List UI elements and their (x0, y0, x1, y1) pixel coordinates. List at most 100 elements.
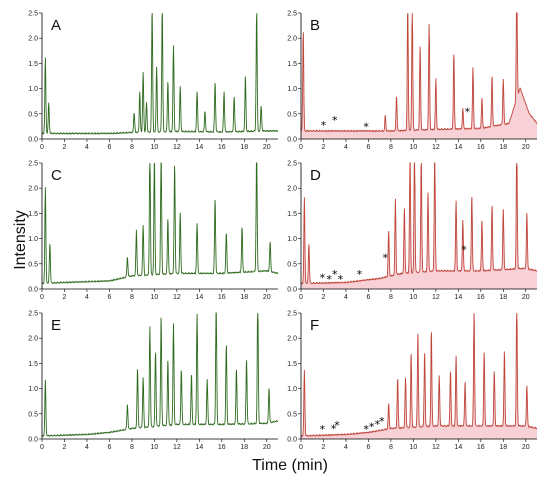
x-tick-label: 16 (218, 144, 226, 151)
y-tick-label: 2.0 (287, 186, 297, 193)
x-tick-label: 2 (322, 444, 326, 451)
peak-marker-star: * (331, 422, 337, 435)
y-tick-label: 1.5 (28, 211, 38, 218)
signal-line-b (300, 12, 538, 133)
x-tick-label: 12 (432, 144, 440, 151)
signal-line-c (41, 162, 279, 285)
x-tick-label: 8 (389, 294, 393, 301)
x-tick-label: 4 (85, 444, 89, 451)
x-tick-label: 18 (240, 444, 248, 451)
x-tick-label: 14 (454, 444, 462, 451)
y-tick-label: 2.5 (28, 11, 38, 18)
x-tick-label: 14 (454, 144, 462, 151)
x-tick-label: 14 (454, 294, 462, 301)
y-tick-label: 1.5 (287, 361, 297, 368)
x-tick-label: 0 (40, 444, 44, 451)
signal-line-a (41, 12, 278, 135)
x-tick-label: 2 (63, 294, 67, 301)
y-tick-label: 1.5 (28, 361, 38, 368)
x-tick-label: 10 (409, 144, 417, 151)
y-tick-label: 1.0 (287, 386, 297, 393)
x-tick-label: 6 (366, 444, 370, 451)
y-tick-label: 1.0 (28, 86, 38, 93)
signal-fill-d (301, 163, 537, 289)
x-tick-label: 4 (344, 144, 348, 151)
y-tick-label: 2.0 (287, 36, 297, 43)
x-axis-title: Time (min) (252, 457, 328, 474)
x-tick-label: 4 (85, 144, 89, 151)
x-tick-label: 16 (218, 444, 226, 451)
x-tick-label: 6 (366, 144, 370, 151)
panel-label: C (51, 167, 62, 184)
panel-b: 0.0 0.5 1.0 1.5 2.0 2.5 0 2 4 6 8 10 12 14 16 18 20 B * * * * (287, 11, 538, 151)
x-tick-label: 4 (344, 294, 348, 301)
y-tick-label: 2.0 (28, 36, 38, 43)
y-tick-label: 1.0 (28, 386, 38, 393)
chart-panels: 0.00.51.01.52.02.50 2 4 6 8 10 12 14 16 18 20A0.00… (28, 11, 538, 451)
signal-line-f (300, 312, 538, 437)
x-tick-label: 20 (522, 294, 530, 301)
y-tick-label: 0.0 (28, 137, 38, 144)
panel-c: 0.0 0.5 1.0 1.5 2.0 2.5 0 2 4 6 8 10 12 14 16 18 20 C (28, 161, 279, 301)
x-tick-label: 2 (63, 444, 67, 451)
peak-marker-star: * (357, 268, 363, 281)
peak-marker-star: * (375, 418, 381, 431)
x-tick-label: 8 (130, 144, 134, 151)
x-tick-label: 16 (477, 144, 485, 151)
y-tick-label: 0.5 (287, 261, 297, 268)
peak-marker-star: * (465, 105, 471, 118)
x-tick-label: 10 (409, 294, 417, 301)
x-tick-label: 20 (522, 444, 530, 451)
peak-marker-star: * (320, 271, 326, 284)
peak-marker-star: * (379, 415, 385, 428)
signal-fill-f (301, 313, 537, 439)
peak-marker-star: * (332, 268, 338, 281)
peak-marker-star: * (363, 423, 369, 436)
y-tick-label: 0.5 (28, 261, 38, 268)
peak-marker-star: * (338, 273, 344, 286)
y-tick-label: 1.0 (287, 86, 297, 93)
y-tick-label: 2.5 (287, 311, 297, 318)
panel-label: B (310, 17, 320, 34)
x-tick-label: 8 (130, 444, 134, 451)
y-tick-label: 2.0 (28, 186, 38, 193)
x-tick-label: 10 (150, 294, 158, 301)
y-tick-label: 2.5 (28, 311, 38, 318)
panel-label: A (51, 17, 61, 34)
panel-label: D (310, 167, 321, 184)
peak-marker-star: * (461, 244, 467, 257)
x-tick-label: 10 (409, 444, 417, 451)
y-tick-label: 0.5 (287, 411, 297, 418)
y-axis-title: Intensity (12, 210, 29, 270)
x-tick-label: 8 (389, 444, 393, 451)
y-tick-label: 2.5 (28, 161, 38, 168)
x-tick-label: 2 (322, 144, 326, 151)
x-tick-label: 8 (130, 294, 134, 301)
y-tick-label: 2.5 (287, 11, 297, 18)
panel-f: 0.00.51.01.52.02.50 2 4 6 8 10 12 14 16 18 20F* ** *… (287, 311, 538, 451)
y-tick-label: 0.0 (287, 287, 297, 294)
y-tick-label: 2.5 (287, 161, 297, 168)
x-tick-label: 20 (263, 144, 271, 151)
peak-marker-star: * (383, 251, 389, 264)
x-tick-label: 6 (107, 444, 111, 451)
x-tick-label: 12 (173, 294, 181, 301)
x-tick-label: 20 (263, 294, 271, 301)
panel-e: 0.0 0.5 1.0 1.5 2.0 2.5 0 2 4 6 8 10 12 14 16 18 20 E (28, 311, 279, 451)
x-tick-label: 10 (150, 144, 158, 151)
x-tick-label: 2 (63, 144, 67, 151)
x-tick-label: 12 (432, 444, 440, 451)
x-tick-label: 0 (299, 144, 303, 151)
signal-line-d (300, 162, 538, 285)
peak-marker-star: * (332, 114, 338, 127)
x-tick-label: 14 (195, 144, 203, 151)
peak-marker-star: * (334, 419, 340, 432)
y-tick-label: 0.0 (28, 287, 38, 294)
panel-label: F (310, 317, 319, 334)
panel-d: 0.00.51.01.52.02.50 2 4 6 8 10 12 14 16 18 20D* * * *… (287, 161, 538, 301)
x-tick-label: 10 (150, 444, 158, 451)
x-tick-label: 6 (107, 294, 111, 301)
y-tick-label: 1.5 (287, 211, 297, 218)
panel-a: 0.0 0.5 1.0 1.5 2.0 2.5 0 2 4 6 8 10 12 14 16 18 20 A (28, 11, 278, 151)
x-tick-label: 18 (499, 144, 507, 151)
